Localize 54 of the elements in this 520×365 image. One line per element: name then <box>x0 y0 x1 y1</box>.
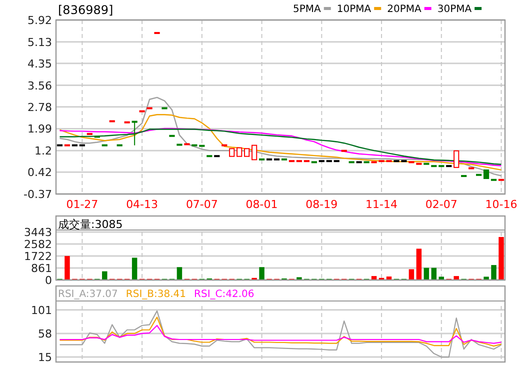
y-tick-label: 0 <box>45 274 52 287</box>
bar <box>296 277 302 280</box>
y-tick-label: 5.92 <box>28 14 52 27</box>
bar <box>176 267 182 280</box>
bar <box>498 236 504 280</box>
x-tick-label: 01-27 <box>66 198 98 211</box>
x-tick-label: 02-07 <box>425 198 458 211</box>
y-tick-label: 5.13 <box>28 36 52 49</box>
y-tick-label: 101 <box>31 304 52 317</box>
legend-label: 5PMA <box>293 4 322 15</box>
legend-label: 20PMA <box>387 4 422 15</box>
y-tick-label: 58 <box>38 327 52 340</box>
candlestick <box>252 144 258 160</box>
y-tick-label: 861 <box>31 262 52 275</box>
y-tick-label: 4.35 <box>28 57 52 70</box>
bar <box>484 276 489 280</box>
chart-title: 成交量:3085 <box>58 218 123 231</box>
text: RSI_B:38.41 <box>126 289 186 300</box>
x-tick-label: 11-14 <box>366 198 398 211</box>
x-tick-label: 07-07 <box>186 198 218 211</box>
y-tick-label: 3.56 <box>28 79 52 92</box>
chart-title: [836989] <box>58 3 114 17</box>
bar <box>102 271 108 280</box>
x-tick-label: 04-13 <box>126 198 158 211</box>
text: RSI_C:42.06 <box>194 289 254 300</box>
line-series <box>59 316 502 347</box>
y-tick-label: 1.2 <box>34 144 52 158</box>
bar <box>491 265 496 280</box>
bar <box>416 248 422 280</box>
bar <box>454 276 459 280</box>
candlestick <box>454 150 460 168</box>
bar <box>424 268 430 280</box>
y-tick-label: 1.99 <box>28 122 52 136</box>
y-tick-label: 1722 <box>24 250 52 263</box>
line-series <box>59 310 502 358</box>
y-tick-label: -0.37 <box>24 188 52 201</box>
bar <box>132 258 138 280</box>
text: RSI_A:37.07 <box>58 289 118 300</box>
y-tick-label: 15 <box>38 351 52 364</box>
y-tick-label: 0.42 <box>28 166 52 180</box>
x-tick-label: 08-01 <box>246 198 278 211</box>
x-tick-label: 08-19 <box>306 198 338 211</box>
legend-label: 10PMA <box>336 4 372 15</box>
y-tick-label: 2.78 <box>28 100 52 114</box>
x-tick-label: 10-16 <box>485 198 518 211</box>
bar <box>431 268 437 280</box>
y-tick-label: 2582 <box>24 238 52 252</box>
bar <box>64 256 70 280</box>
bar <box>259 267 264 280</box>
line-series <box>59 324 502 344</box>
bar <box>408 269 414 280</box>
y-tick-label: 3443 <box>24 226 52 239</box>
candlestick <box>132 120 138 146</box>
legend-label: 30PMA <box>437 4 472 15</box>
